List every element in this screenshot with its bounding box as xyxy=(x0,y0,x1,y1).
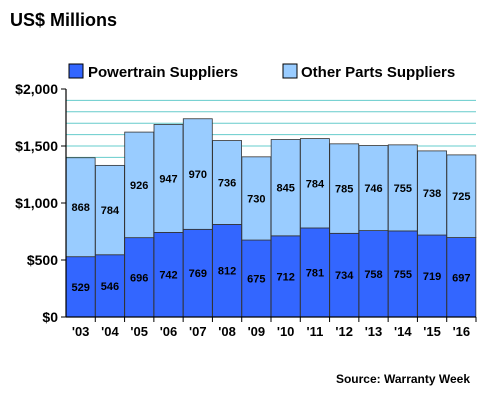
x-tick-label: '14 xyxy=(394,324,412,339)
data-label-powertrain: 734 xyxy=(335,270,354,282)
x-tick-label: '05 xyxy=(130,324,148,339)
data-label-other-parts: 746 xyxy=(364,183,382,195)
data-label-powertrain: 675 xyxy=(247,274,265,286)
data-label-powertrain: 697 xyxy=(452,272,470,284)
legend: Powertrain Suppliers Other Parts Supplie… xyxy=(68,63,455,81)
x-tick-label: '10 xyxy=(277,324,295,339)
data-label-other-parts: 970 xyxy=(189,169,207,181)
bar-other-parts xyxy=(387,144,418,232)
data-label-powertrain: 546 xyxy=(101,281,119,293)
bar-other-parts xyxy=(124,131,155,239)
legend-swatch-other-parts xyxy=(282,63,298,79)
data-label-powertrain: 719 xyxy=(423,271,441,283)
data-label-other-parts: 868 xyxy=(71,202,89,214)
x-tick-label: '16 xyxy=(453,324,471,339)
data-label-other-parts: 845 xyxy=(276,183,294,195)
data-label-powertrain: 812 xyxy=(218,266,236,278)
data-label-powertrain: 696 xyxy=(130,272,148,284)
bar-powertrain xyxy=(212,224,242,318)
x-tick-label: '07 xyxy=(189,324,207,339)
bar-other-parts xyxy=(153,124,184,233)
data-label-powertrain: 781 xyxy=(306,267,324,279)
x-tick-label: '03 xyxy=(72,324,90,339)
x-tick-label: '15 xyxy=(423,324,441,339)
source-note: Source: Warranty Week xyxy=(336,372,470,386)
data-label-powertrain: 755 xyxy=(394,269,412,281)
x-tick-label: '08 xyxy=(218,324,236,339)
x-tick-label: '09 xyxy=(248,324,266,339)
data-label-other-parts: 947 xyxy=(159,173,177,185)
bar-other-parts xyxy=(95,164,125,256)
chart-title: US$ Millions xyxy=(10,10,117,30)
data-label-powertrain: 742 xyxy=(159,270,177,282)
data-label-powertrain: 529 xyxy=(71,282,89,294)
data-label-other-parts: 784 xyxy=(101,205,120,217)
data-label-other-parts: 738 xyxy=(423,188,441,200)
x-tick-label: '12 xyxy=(335,324,353,339)
data-label-other-parts: 730 xyxy=(247,193,265,205)
x-tick-label: '11 xyxy=(307,324,324,339)
y-tick-label: $1,500 xyxy=(15,138,58,154)
bar-powertrain xyxy=(182,228,213,318)
bar-other-parts xyxy=(417,150,447,236)
bar-other-parts xyxy=(270,139,301,237)
bar-other-parts xyxy=(212,140,242,225)
data-label-other-parts: 784 xyxy=(306,178,325,190)
data-label-powertrain: 758 xyxy=(364,269,382,281)
y-tick-label: $0 xyxy=(42,309,58,325)
plot-area: $0 $500 $1,000 $1,500 $2,000 529 868 '03 546 784 '… xyxy=(15,81,477,339)
x-tick-label: '13 xyxy=(365,324,383,339)
bar-powertrain xyxy=(329,232,360,318)
bar-other-parts xyxy=(182,118,213,230)
data-label-other-parts: 785 xyxy=(335,184,353,196)
bar-other-parts xyxy=(300,138,330,229)
y-tick-label: $1,000 xyxy=(15,195,58,211)
data-label-other-parts: 926 xyxy=(130,180,148,192)
x-tick-label: '06 xyxy=(160,324,178,339)
legend-label-other-parts: Other Parts Suppliers xyxy=(301,64,455,81)
legend-swatch-powertrain xyxy=(68,63,84,79)
data-label-other-parts: 736 xyxy=(218,177,236,189)
bar-other-parts xyxy=(446,154,477,238)
bar-powertrain xyxy=(358,230,389,318)
bar-other-parts xyxy=(329,143,360,234)
data-label-other-parts: 755 xyxy=(394,183,412,195)
y-tick-label: $2,000 xyxy=(15,81,58,97)
bar-other-parts xyxy=(241,156,272,241)
x-tick-label: '04 xyxy=(101,324,119,339)
y-tick-label: $500 xyxy=(27,252,58,268)
data-label-other-parts: 725 xyxy=(452,191,470,203)
data-label-powertrain: 712 xyxy=(276,271,294,283)
legend-label-powertrain: Powertrain Suppliers xyxy=(88,64,238,81)
data-label-powertrain: 769 xyxy=(189,268,207,280)
